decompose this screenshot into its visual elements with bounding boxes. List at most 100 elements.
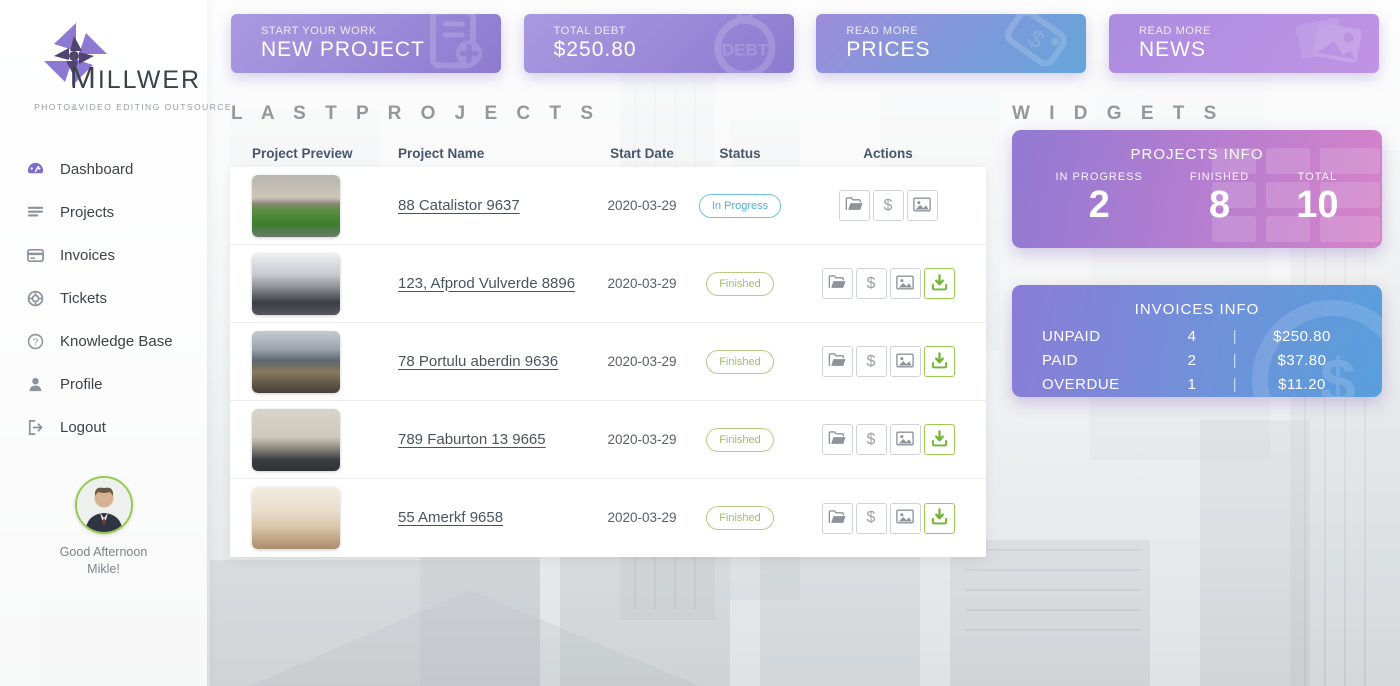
card-title: $250.80 (553, 38, 637, 61)
open-folder-button[interactable] (838, 190, 870, 221)
project-name-link[interactable]: 78 Portulu aberdin 9636 (398, 352, 559, 370)
knowledge-base-icon: ? (26, 332, 45, 351)
debt-icon: DEBT (706, 14, 784, 73)
download-button[interactable] (923, 346, 955, 377)
invoice-dollar-button[interactable]: $ (855, 502, 887, 534)
card-new-project[interactable]: START YOUR WORK NEW PROJECT (231, 14, 501, 73)
svg-text:DEBT: DEBT (722, 40, 769, 59)
sidebar-item-knowledge-base[interactable]: ? Knowledge Base (0, 320, 207, 363)
sidebar-item-invoices[interactable]: Invoices (0, 234, 207, 277)
invoice-label: PAID (1042, 351, 1078, 369)
card-title: PRICES (846, 38, 931, 61)
card-news[interactable]: READ MORE NEWS (1108, 14, 1379, 73)
open-folder-icon (828, 274, 846, 293)
table-row: 55 Amerkf 9658 2020-03-29 Finished $ (230, 479, 986, 557)
invoice-row-paid: PAID 2 | $37.80 (1042, 348, 1356, 372)
gallery-button[interactable] (906, 190, 938, 221)
status-cell: Finished (690, 271, 790, 296)
dollar-icon: $ (866, 274, 876, 292)
download-button[interactable] (923, 502, 955, 534)
sidebar-item-logout[interactable]: Logout (0, 406, 207, 449)
sidebar-item-label: Logout (60, 419, 106, 436)
column-header-start-date: Start Date (610, 145, 674, 161)
project-thumbnail-house-front-lawn[interactable] (252, 174, 340, 237)
download-button[interactable] (923, 268, 955, 299)
open-folder-icon (845, 196, 863, 215)
projects-info-stats: IN PROGRESS 2 FINISHED 8 TOTAL 10 (1012, 163, 1382, 227)
card--250-80[interactable]: TOTAL DEBT $250.80 DEBT (523, 14, 794, 73)
gallery-icon (913, 197, 931, 215)
sidebar-item-label: Projects (60, 204, 115, 221)
table-row: 88 Catalistor 9637 2020-03-29 In Progress $ (230, 167, 986, 245)
sidebar-item-dashboard[interactable]: Dashboard (0, 148, 207, 191)
stat-label: IN PROGRESS (1055, 171, 1143, 183)
table-row: 78 Portulu aberdin 9636 2020-03-29 Finishe… (230, 323, 986, 401)
sidebar-item-projects[interactable]: Projects (0, 191, 207, 234)
project-thumbnail-bedroom-interior[interactable] (252, 487, 340, 549)
status-cell: Finished (690, 349, 790, 374)
projects-info-title: PROJECTS INFO (1130, 146, 1264, 163)
open-folder-button[interactable] (821, 268, 853, 299)
open-folder-icon (828, 352, 846, 371)
invoice-divider: | (1232, 327, 1238, 345)
gallery-button[interactable] (889, 346, 921, 377)
project-name-link[interactable]: 789 Faburton 13 9665 (398, 430, 546, 448)
column-header-actions: Actions (863, 145, 913, 161)
sidebar-item-tickets[interactable]: Tickets (0, 277, 207, 320)
open-folder-button[interactable] (821, 424, 853, 455)
invoice-count: 1 (1187, 375, 1197, 393)
status-badge: Finished (706, 349, 774, 374)
gallery-icon (896, 353, 914, 371)
project-name-cell: 789 Faburton 13 9665 (398, 431, 594, 449)
brand-name-rest: ILLWER (97, 66, 202, 94)
projects-info-widget: PROJECTS INFO IN PROGRESS 2 FINISHED 8 TOTAL… (1012, 130, 1382, 248)
svg-text:?: ? (33, 337, 39, 348)
news-icon (1289, 14, 1369, 73)
avatar[interactable] (74, 476, 133, 535)
actions-cell: $ (790, 190, 986, 221)
download-icon (931, 508, 948, 528)
open-folder-button[interactable] (821, 346, 853, 377)
invoice-dollar-button[interactable]: $ (872, 190, 904, 221)
download-button[interactable] (923, 424, 955, 455)
start-date: 2020-03-29 (607, 197, 677, 213)
user-block: Good Afternoon Mikle! (0, 476, 207, 578)
download-icon (931, 273, 948, 294)
card-title: NEW PROJECT (261, 38, 425, 61)
project-name-link[interactable]: 123, Afprod Vulverde 8896 (398, 274, 576, 292)
svg-text:$: $ (1320, 345, 1356, 397)
open-folder-button[interactable] (821, 502, 853, 534)
project-thumbnail-apartment-building[interactable] (252, 408, 340, 471)
gallery-button[interactable] (889, 268, 921, 299)
project-name-link[interactable]: 88 Catalistor 9637 (398, 196, 520, 214)
invoices-icon (26, 246, 45, 265)
table-row: 123, Afprod Vulverde 8896 2020-03-29 Finis… (230, 245, 986, 323)
card-subtitle: TOTAL DEBT (553, 25, 627, 37)
actions-cell: $ (790, 502, 986, 534)
invoice-dollar-button[interactable]: $ (855, 424, 887, 455)
card-prices[interactable]: READ MORE PRICES $ (816, 14, 1087, 73)
sidebar-nav: Dashboard Projects Invoices Tickets? Knowled… (0, 148, 207, 449)
sidebar-item-profile[interactable]: Profile (0, 363, 207, 406)
open-folder-icon (828, 430, 846, 449)
status-badge: Finished (706, 427, 774, 452)
gallery-button[interactable] (889, 424, 921, 455)
gallery-icon (896, 275, 914, 293)
card-subtitle: START YOUR WORK (261, 25, 377, 37)
project-name-cell: 123, Afprod Vulverde 8896 (398, 275, 594, 293)
invoice-count: 4 (1187, 327, 1197, 345)
project-name-link[interactable]: 55 Amerkf 9658 (398, 509, 504, 526)
project-thumbnail-house-exterior[interactable] (252, 330, 340, 393)
stat-value: 2 (1088, 184, 1110, 226)
brand-logo[interactable]: MILLWER PHOTO&VIDEO EDITING OUTSOURCE (0, 0, 231, 112)
projects-icon (26, 203, 45, 222)
avatar-photo (76, 478, 131, 533)
start-date: 2020-03-29 (607, 510, 677, 525)
gallery-button[interactable] (889, 502, 921, 534)
project-name-cell: 55 Amerkf 9658 (398, 509, 594, 527)
invoice-dollar-button[interactable]: $ (855, 268, 887, 299)
calendar-grid-icon (1212, 148, 1380, 242)
stat-total: TOTAL 10 (1296, 171, 1338, 227)
project-thumbnail-living-room[interactable] (252, 252, 340, 315)
invoice-dollar-button[interactable]: $ (855, 346, 887, 377)
